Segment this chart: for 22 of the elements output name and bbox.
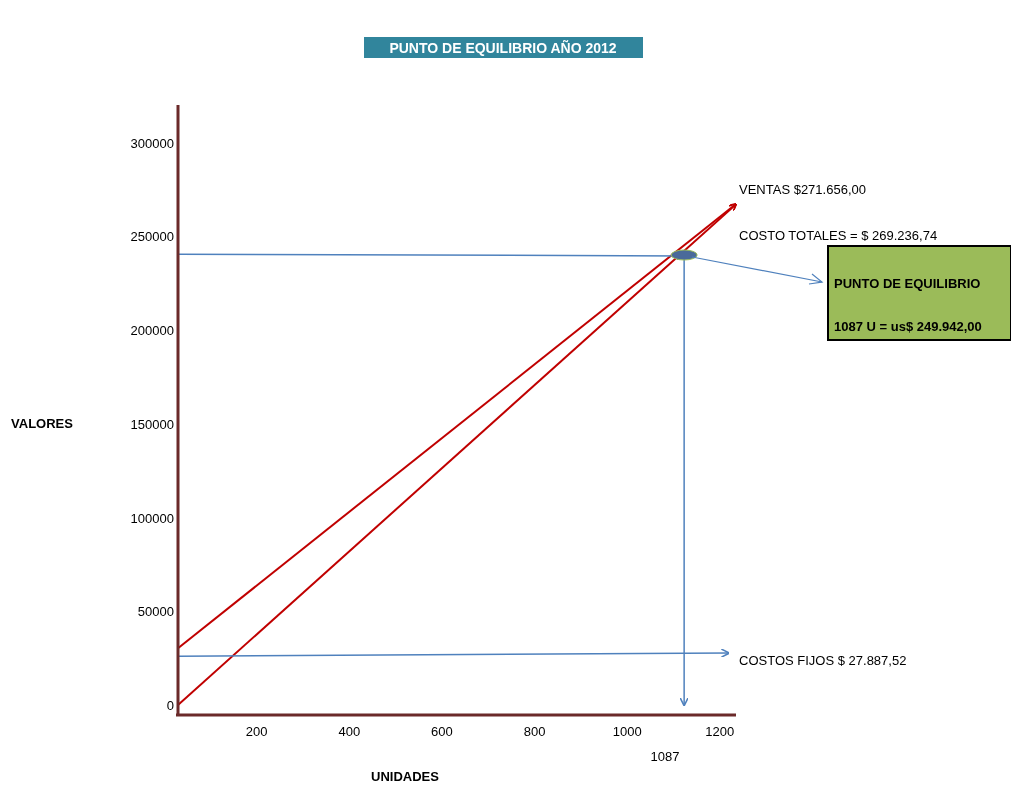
x-tick-label: 800 — [523, 724, 546, 739]
y-tick-label: 200000 — [130, 323, 174, 338]
x-tick-label: 1200 — [705, 724, 735, 739]
y-tick-label: 150000 — [130, 416, 174, 432]
x-tick-label: 1000 — [612, 724, 642, 739]
y-axis-title: VALORES — [11, 416, 74, 431]
text: 1087 — [650, 749, 680, 764]
text: COSTO TOTALES = $ 269.236,74 — [739, 228, 938, 243]
x-tick-label: 200 — [245, 724, 268, 739]
y-tick-label: 0 — [166, 698, 174, 713]
text: 1087 U = us$ 249.942,00 — [834, 319, 982, 334]
y-tick-label: 250000 — [130, 229, 174, 245]
chart-title: PUNTO DE EQUILIBRIO AÑO 2012 — [389, 39, 617, 56]
y-tick-label: 100000 — [130, 510, 174, 526]
y-tick-label: 50000 — [137, 604, 174, 620]
text: COSTOS FIJOS $ 27.887,52 — [739, 653, 907, 668]
x-axis-title: UNIDADES — [371, 769, 440, 784]
y-tick-label: 300000 — [130, 135, 174, 151]
x-tick-label: 600 — [431, 724, 453, 739]
annotation: PUNTO DE EQUILIBRIO — [834, 276, 981, 291]
text: VENTAS $271.656,00 — [739, 182, 866, 197]
x-tick-label: 400 — [338, 724, 361, 739]
